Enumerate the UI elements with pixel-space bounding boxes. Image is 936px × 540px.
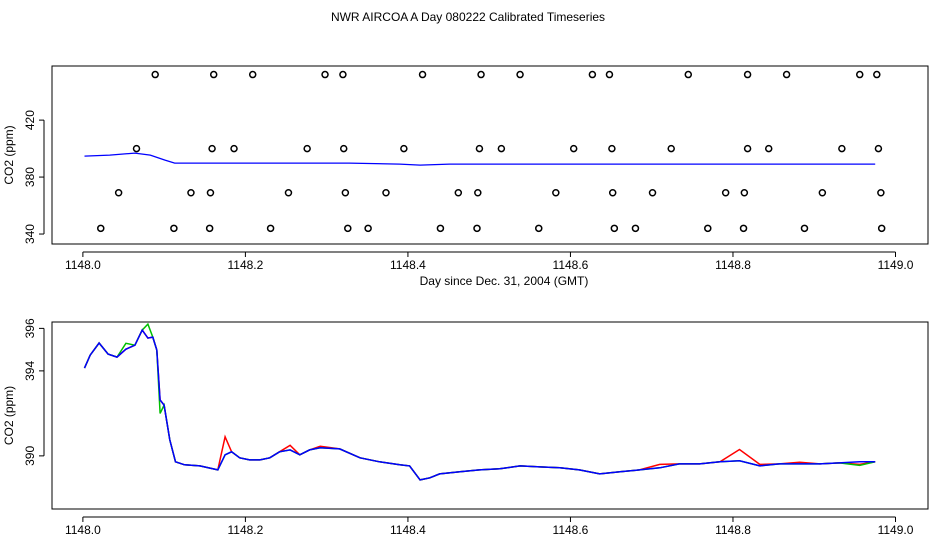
x-tick-label: 1149.0 <box>878 523 914 537</box>
x-tick-label: 1148.6 <box>553 258 589 272</box>
point <box>454 188 463 197</box>
point <box>855 70 864 79</box>
point <box>743 144 752 153</box>
point <box>341 188 350 197</box>
point <box>838 144 846 153</box>
point <box>321 70 329 79</box>
point <box>151 70 159 79</box>
point <box>874 144 883 153</box>
point <box>818 188 827 197</box>
point <box>648 188 657 197</box>
series-line <box>83 328 876 481</box>
plot-frame <box>51 65 929 245</box>
x-tick-label: 1148.6 <box>553 523 589 537</box>
series-line <box>84 152 876 166</box>
point <box>248 70 257 79</box>
point <box>400 144 408 153</box>
point <box>205 224 214 233</box>
x-tick-label: 1148.2 <box>227 258 263 272</box>
point <box>743 70 752 79</box>
point <box>610 224 619 233</box>
y-tick-label: 394 <box>23 361 37 381</box>
y-tick-label: 420 <box>23 110 37 130</box>
point <box>208 144 216 153</box>
y-tick-label: 390 <box>23 446 37 466</box>
point <box>303 144 311 153</box>
y-tick-label: 396 <box>23 318 37 338</box>
point <box>873 70 881 79</box>
point <box>739 224 748 233</box>
series-line <box>83 322 876 481</box>
series-line <box>83 328 876 481</box>
point <box>475 144 484 153</box>
point <box>474 188 482 197</box>
point <box>266 224 275 233</box>
point <box>230 144 238 153</box>
point <box>206 188 215 197</box>
x-tick-label: 1148.2 <box>227 523 263 537</box>
point <box>344 224 352 233</box>
point <box>782 70 791 79</box>
point <box>631 224 640 233</box>
point <box>339 70 347 79</box>
point <box>608 188 617 197</box>
x-tick-label: 1148.0 <box>65 258 101 272</box>
y-axis-label: CO2 (ppm) <box>2 125 16 184</box>
x-tick-label: 1148.0 <box>65 523 101 537</box>
point <box>535 224 543 233</box>
y-tick-label: 380 <box>23 167 37 187</box>
point <box>605 70 614 79</box>
point <box>382 188 390 197</box>
point <box>209 70 218 79</box>
point <box>740 188 749 197</box>
point <box>477 70 485 79</box>
x-tick-label: 1148.8 <box>715 258 751 272</box>
x-axis-label: Day since Dec. 31, 2004 (GMT) <box>420 274 589 288</box>
point <box>569 144 578 153</box>
point <box>764 144 773 153</box>
point <box>473 224 481 233</box>
point <box>436 224 445 233</box>
plot-frame <box>51 321 929 510</box>
point <box>170 224 178 233</box>
point <box>588 70 597 79</box>
point <box>339 144 348 153</box>
point <box>608 144 616 153</box>
point <box>418 70 427 79</box>
x-tick-label: 1148.4 <box>390 523 426 537</box>
y-tick-label: 340 <box>23 224 37 244</box>
point <box>516 70 524 79</box>
point <box>284 188 293 197</box>
point <box>187 188 195 197</box>
point <box>684 70 693 79</box>
point <box>497 144 506 153</box>
point <box>114 188 123 197</box>
point <box>704 224 712 233</box>
x-tick-label: 1149.0 <box>878 258 914 272</box>
x-tick-label: 1148.4 <box>390 258 426 272</box>
point <box>877 188 885 197</box>
y-axis-label: CO2 (ppm) <box>2 386 16 445</box>
chart-title: NWR AIRCOA A Day 080222 Calibrated Times… <box>331 10 605 24</box>
point <box>552 188 560 197</box>
point <box>800 224 809 233</box>
point <box>132 144 141 153</box>
point <box>364 224 372 233</box>
point <box>667 144 675 153</box>
point <box>877 224 886 233</box>
x-tick-label: 1148.8 <box>715 523 751 537</box>
point <box>97 224 105 233</box>
point <box>721 188 730 197</box>
